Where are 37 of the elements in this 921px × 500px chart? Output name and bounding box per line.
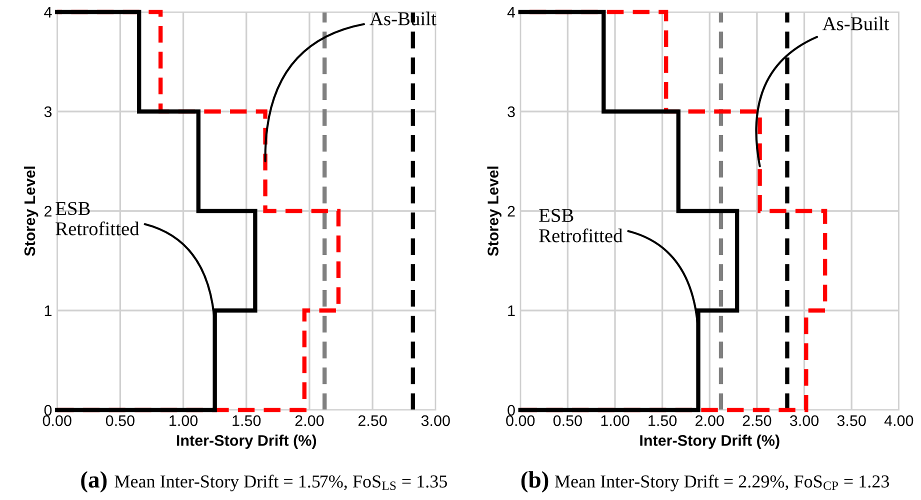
x-tick-label: 2.50 [358,415,387,426]
y-tick-label: 3 [44,106,52,118]
x-tick-label: 1.50 [648,415,677,426]
y-tick-label: 2 [508,206,515,217]
y-tick-label: 2 [44,206,52,217]
x-tick-label: 4.00 [884,415,914,426]
text: Mean Inter-Story Drift = 1.57%, FoS$_{LS}$ = 1.35 [114,474,447,492]
x-tick-label: 0.50 [553,415,582,426]
annotation: As-Built [822,16,890,30]
text: (b) [521,471,548,493]
x-tick-label: 1.00 [601,415,630,426]
y-tick-label: 0 [508,404,515,416]
x-tick-label: 1.50 [232,415,261,426]
y-tick-label: 4 [44,7,52,18]
x-tick-label: 3.00 [790,415,819,426]
y-axis-title: Storey Level [487,166,502,256]
x-tick-label: 2.50 [742,415,772,426]
x-tick-label: 1.00 [170,415,198,426]
x-tick-label: 0.50 [106,415,134,426]
x-tick-label: 3.50 [837,415,866,426]
annotation: ESB Retrofitted [539,208,623,242]
text: (a) [81,471,107,493]
x-axis-title: Inter-Story Drift (%) [640,434,780,449]
y-tick-label: 1 [44,306,52,316]
y-tick-label: 4 [507,7,516,18]
annotation: ESB Retrofitted [56,202,140,236]
x-tick-label: 3.00 [421,415,450,426]
x-tick-label: 2.00 [295,415,324,426]
y-tick-label: 1 [508,306,515,316]
y-tick-label: 0 [44,404,52,416]
x-tick-label: 0.00 [506,415,535,426]
x-tick-label: 2.00 [696,415,724,426]
y-tick-label: 3 [508,106,515,118]
x-axis-title: Inter-Story Drift (%) [176,434,316,449]
y-axis-title: Storey Level [24,166,38,256]
x-tick-label: 0.00 [42,415,72,426]
text: Mean Inter-Story Drift = 2.29%, FoS$_{CP}$ = 1.23 [554,474,890,492]
